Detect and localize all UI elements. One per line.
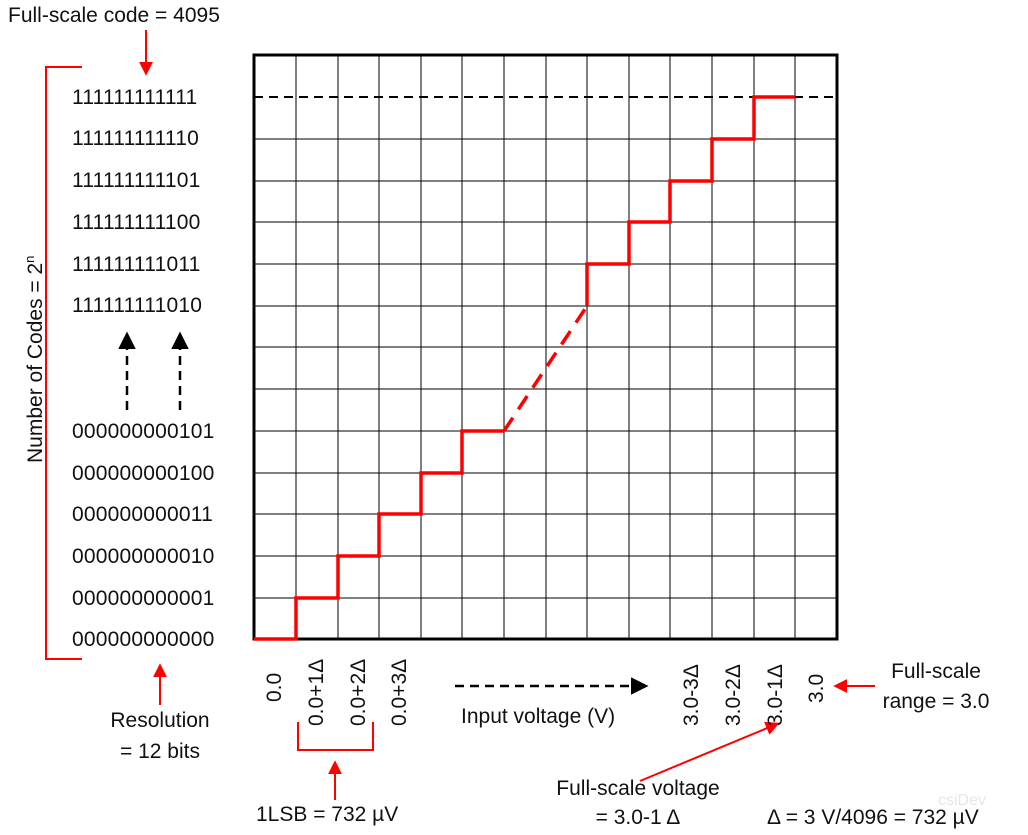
code-label: 000000000101 <box>72 420 215 443</box>
full-scale-voltage-line1: Full-scale voltage <box>556 777 720 800</box>
plot-frame <box>252 53 839 641</box>
code-label: 000000000011 <box>72 503 213 526</box>
full-scale-range-line2: range = 3.0 <box>882 690 990 713</box>
resolution-label-line2: = 12 bits <box>120 740 200 763</box>
full-scale-voltage-arrow <box>639 721 780 782</box>
full-scale-range-line1: Full-scale <box>891 660 981 683</box>
x-tick-label: 3.0 <box>805 673 828 703</box>
number-of-codes-text: Number of Codes = 2 <box>24 262 47 463</box>
number-of-codes-label: Number of Codes = 2n <box>18 256 48 463</box>
x-tick-label: 3.0-1Δ <box>764 664 787 726</box>
full-scale-code-label: Full-scale code = 4095 <box>8 4 220 27</box>
x-tick-label: 0.0+3Δ <box>388 658 411 726</box>
code-label: 111111111100 <box>72 211 201 234</box>
code-label: 000000000001 <box>72 587 215 610</box>
grid <box>254 55 837 639</box>
x-tick-label: 0.0 <box>263 672 286 702</box>
code-label: 111111111011 <box>72 253 201 276</box>
codes-bracket <box>45 66 82 660</box>
number-of-codes-exponent: n <box>22 255 37 263</box>
resolution-label-line1: Resolution <box>110 709 210 732</box>
watermark: csiDev <box>938 792 987 809</box>
x-tick-label: 3.0-3Δ <box>680 664 703 726</box>
x-tick-label: 0.0+1Δ <box>305 658 328 726</box>
x-tick-label: 3.0-2Δ <box>722 664 745 726</box>
code-label: 111111111110 <box>72 127 199 150</box>
staircase-lower <box>254 429 504 641</box>
code-label: 111111111101 <box>72 169 201 192</box>
lsb-bracket <box>297 722 374 751</box>
code-label: 111111111010 <box>72 294 203 317</box>
x-tick-label: 0.0+2Δ <box>347 658 370 726</box>
code-label: 000000000000 <box>72 628 215 651</box>
code-label: 000000000010 <box>72 545 215 568</box>
code-label: 000000000100 <box>72 462 215 485</box>
input-voltage-label: Input voltage (V) <box>461 705 616 728</box>
lsb-label: 1LSB = 732 µV <box>256 803 399 826</box>
delta-definition-label: Δ = 3 V/4096 = 732 µV <box>767 806 979 829</box>
full-scale-voltage-line2: = 3.0-1 Δ <box>595 806 681 829</box>
code-label: 111111111111 <box>72 86 198 109</box>
staircase-upper <box>585 95 795 306</box>
